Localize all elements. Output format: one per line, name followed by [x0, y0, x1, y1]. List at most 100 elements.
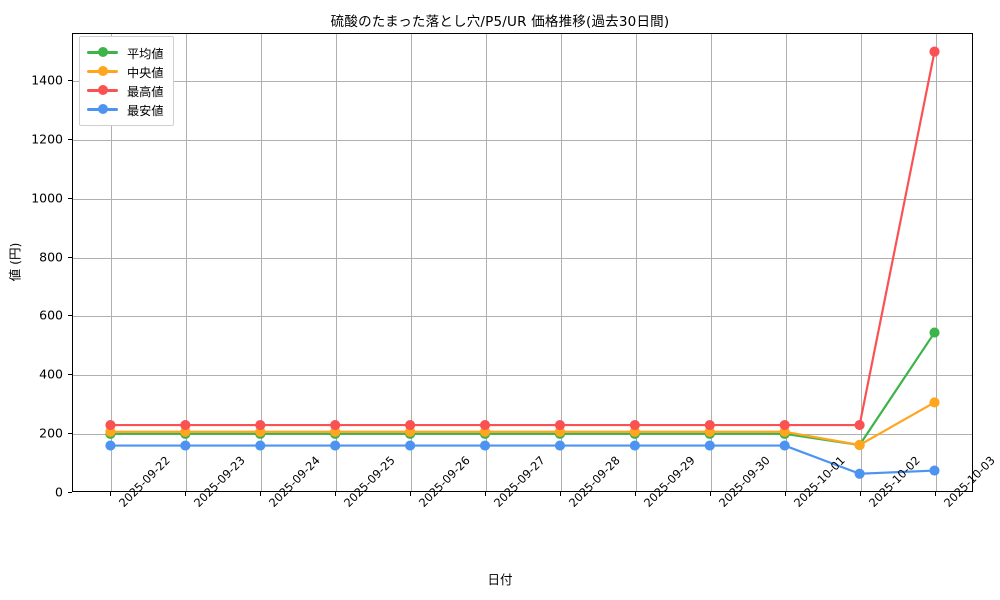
data-point: [479, 440, 491, 451]
data-point: [554, 419, 566, 431]
legend-line-swatch: [87, 85, 118, 96]
legend-item-最高値: 最高値: [87, 81, 164, 100]
legend-label: 最安値: [127, 103, 164, 118]
legend-marker-icon: [97, 66, 108, 77]
x-axis-tick-label: 2025-10-03: [941, 453, 998, 510]
x-axis-tick-label: 2025-09-22: [116, 453, 173, 510]
data-point: [330, 419, 341, 431]
data-point: [180, 419, 191, 431]
legend-label: 平均値: [127, 46, 164, 61]
x-axis-tick-label: 2025-10-02: [866, 453, 923, 510]
x-axis-tick-mark: [635, 492, 637, 496]
series-line: [109, 444, 936, 475]
y-axis-tick-label: 600: [39, 307, 63, 323]
gridline-horizontal: [73, 375, 972, 377]
gridline-vertical: [711, 34, 713, 491]
x-axis-tick-label: 2025-09-30: [716, 453, 773, 510]
gridline-vertical: [110, 34, 112, 491]
gridline-horizontal: [73, 257, 972, 259]
legend-label: 最高値: [127, 84, 164, 99]
plot-area: [72, 33, 973, 492]
x-axis-tick-label: 2025-10-01: [791, 453, 848, 510]
data-point: [629, 419, 640, 431]
legend-marker-icon: [97, 104, 108, 115]
series-line: [109, 401, 936, 447]
data-point: [629, 440, 640, 451]
x-axis-tick-mark: [334, 492, 336, 496]
y-axis-tick-label: 1400: [31, 72, 63, 88]
gridline-vertical: [485, 34, 487, 491]
data-point: [929, 46, 940, 57]
x-axis-tick-mark: [109, 492, 111, 496]
y-axis-tick-mark: [68, 433, 72, 435]
x-axis-tick-mark: [860, 492, 862, 496]
legend-marker-icon: [97, 47, 108, 58]
series-line: [109, 331, 936, 447]
data-point: [180, 440, 191, 451]
legend-line-swatch: [87, 104, 118, 115]
data-point: [255, 419, 266, 431]
gridline-vertical: [636, 34, 638, 491]
data-point: [854, 439, 865, 451]
y-axis-tick-mark: [68, 374, 72, 376]
data-point: [255, 440, 266, 451]
legend-item-中央値: 中央値: [87, 62, 164, 81]
x-axis-tick-mark: [935, 492, 937, 496]
x-axis-tick-label: 2025-09-23: [191, 453, 248, 510]
gridline-vertical: [861, 34, 863, 491]
y-axis-tick-label: 1000: [31, 190, 63, 206]
x-axis-tick-label: 2025-09-27: [491, 453, 548, 510]
y-axis-tick-label: 400: [39, 366, 63, 382]
x-axis-tick-mark: [560, 492, 562, 496]
data-point: [929, 397, 940, 408]
data-point: [929, 327, 940, 338]
series-layer: [105, 46, 940, 479]
series-中央値: [105, 397, 940, 451]
data-point: [854, 468, 865, 479]
gridline-vertical: [185, 34, 187, 491]
gridline-vertical: [786, 34, 788, 491]
x-axis-tick-label: 2025-09-25: [341, 453, 398, 510]
x-axis-tick-label: 2025-09-28: [566, 453, 623, 510]
legend-item-最安値: 最安値: [87, 100, 164, 119]
legend-label: 中央値: [127, 65, 164, 80]
legend-marker-icon: [97, 85, 108, 96]
y-axis-tick-mark: [68, 197, 72, 199]
y-axis-tick-mark: [68, 492, 72, 493]
gridline-horizontal: [73, 139, 972, 141]
series-最高値: [105, 46, 940, 431]
gridline-vertical: [561, 34, 563, 491]
y-axis-tick-mark: [68, 80, 72, 82]
data-point: [929, 465, 940, 476]
y-axis-tick-label: 0: [55, 484, 63, 500]
legend-line-swatch: [87, 66, 118, 77]
x-axis-tick-label: 2025-09-29: [641, 453, 698, 510]
x-axis-tick-label: 2025-09-24: [266, 453, 323, 510]
x-axis-tick-label: 2025-09-26: [416, 453, 473, 510]
data-point: [704, 440, 715, 451]
data-point: [105, 440, 116, 451]
gridline-horizontal: [73, 198, 972, 200]
data-point: [479, 419, 491, 431]
series-最安値: [105, 440, 940, 479]
legend-item-平均値: 平均値: [87, 43, 164, 62]
x-axis-tick-mark: [484, 492, 486, 496]
y-axis-tick-mark: [68, 138, 72, 140]
y-axis-tick-label: 200: [39, 425, 63, 441]
gridline-vertical: [260, 34, 262, 491]
x-axis-tick-mark: [409, 492, 411, 496]
chart-title: 硫酸のたまった落とし穴/P5/UR 価格推移(過去30日間): [330, 14, 670, 30]
grid-lines: [73, 34, 972, 491]
data-point: [704, 419, 715, 431]
gridline-vertical: [410, 34, 412, 491]
chart-legend: 平均値中央値最高値最安値: [79, 36, 174, 126]
series-line: [109, 50, 936, 427]
data-point: [779, 440, 790, 451]
data-point: [405, 440, 416, 451]
data-point: [554, 440, 566, 451]
y-axis-tick-mark: [68, 256, 72, 258]
x-axis-tick-mark: [710, 492, 712, 496]
gridline-vertical: [936, 34, 938, 491]
gridline-horizontal: [73, 81, 972, 83]
